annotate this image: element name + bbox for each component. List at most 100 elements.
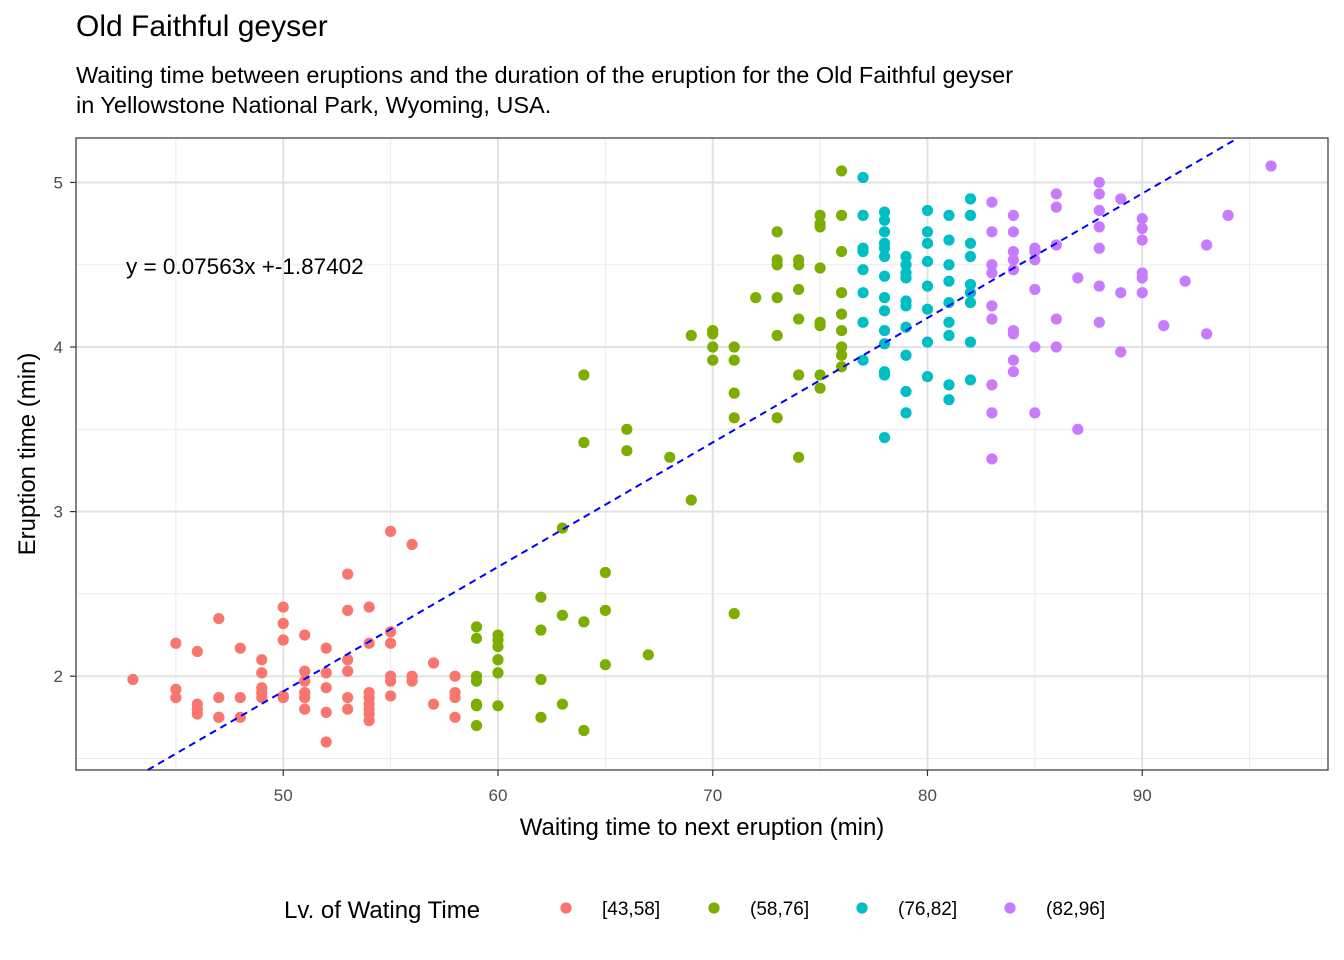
data-point-series-2 (814, 209, 826, 221)
data-point-series-4 (1072, 423, 1084, 435)
data-point-series-2 (707, 328, 719, 340)
data-point-series-1 (170, 683, 182, 695)
data-point-series-2 (835, 287, 848, 299)
data-point-series-4 (1007, 264, 1019, 276)
data-point-series-4 (986, 313, 998, 325)
data-point-series-2 (728, 387, 740, 399)
data-point-series-4 (1201, 239, 1213, 251)
data-point-series-2 (578, 369, 590, 381)
data-point-series-4 (986, 196, 998, 208)
data-point-series-2 (492, 700, 504, 712)
data-point-series-1 (385, 626, 397, 638)
data-point-series-4 (986, 226, 998, 238)
data-point-series-4 (986, 267, 998, 279)
data-point-series-2 (642, 649, 654, 661)
data-point-series-2 (771, 259, 783, 271)
data-point-series-2 (599, 659, 611, 671)
data-point-series-2 (470, 621, 483, 633)
data-point-series-2 (535, 673, 547, 686)
data-point-series-4 (1007, 245, 1019, 258)
data-point-series-1 (213, 612, 225, 625)
data-point-series-3 (878, 226, 891, 238)
data-point-series-2 (470, 700, 483, 712)
data-point-series-4 (1050, 239, 1062, 251)
data-point-series-3 (878, 305, 891, 317)
data-point-series-3 (943, 316, 955, 328)
data-point-series-2 (556, 698, 569, 710)
data-point-series-1 (256, 654, 268, 666)
data-point-series-2 (707, 354, 719, 366)
data-point-series-3 (900, 321, 912, 333)
data-point-series-2 (685, 329, 697, 342)
data-point-series-2 (814, 262, 826, 274)
data-point-series-1 (363, 715, 375, 727)
data-point-series-3 (943, 275, 955, 287)
data-point-series-2 (835, 341, 848, 353)
data-point-series-3 (878, 270, 891, 282)
data-point-series-1 (385, 675, 397, 687)
data-point-series-2 (470, 719, 483, 732)
data-point-series-4 (986, 453, 998, 465)
legend-key-1 (560, 902, 572, 914)
data-point-series-3 (943, 394, 955, 406)
chart-subtitle: Waiting time between eruptions and the d… (76, 60, 1326, 120)
data-point-series-2 (492, 640, 504, 653)
data-point-series-2 (707, 341, 719, 353)
data-point-series-2 (728, 354, 740, 366)
data-point-series-1 (342, 568, 354, 580)
data-point-series-1 (213, 691, 225, 704)
data-point-series-1 (406, 675, 418, 687)
data-point-series-2 (535, 711, 547, 723)
data-point-series-1 (256, 691, 268, 704)
data-point-series-3 (943, 234, 955, 246)
data-point-series-1 (256, 667, 268, 679)
data-point-series-1 (363, 637, 375, 649)
data-point-series-3 (878, 369, 891, 381)
data-point-series-1 (449, 711, 461, 723)
data-point-series-2 (835, 349, 848, 361)
data-point-series-4 (1115, 346, 1127, 358)
data-point-series-4 (1179, 275, 1191, 287)
data-point-series-3 (900, 259, 912, 271)
y-axis-title: Eruption time (min) (14, 353, 41, 556)
data-point-series-3 (900, 349, 912, 361)
y-tick-label: 3 (54, 503, 63, 522)
data-point-series-2 (728, 341, 740, 353)
data-point-series-2 (664, 451, 676, 463)
x-tick-label: 80 (918, 786, 937, 805)
data-point-series-2 (814, 221, 826, 233)
data-point-series-1 (234, 691, 246, 704)
data-point-series-2 (728, 608, 740, 620)
data-point-series-3 (857, 316, 869, 328)
data-point-series-3 (943, 296, 955, 309)
data-point-series-1 (320, 706, 332, 718)
data-point-series-1 (427, 657, 440, 669)
data-point-series-2 (835, 308, 848, 320)
data-point-series-3 (857, 209, 869, 221)
data-point-series-4 (1007, 366, 1019, 378)
data-point-series-2 (492, 667, 504, 679)
data-point-series-4 (986, 300, 998, 312)
x-axis-title: Waiting time to next eruption (min) (520, 814, 885, 841)
chart-title: Old Faithful geyser (76, 10, 328, 43)
data-point-series-3 (964, 278, 977, 291)
data-point-series-2 (814, 382, 826, 394)
data-point-series-3 (964, 193, 977, 205)
data-point-series-3 (857, 354, 869, 366)
x-tick-label: 60 (489, 786, 508, 805)
data-point-series-4 (1136, 222, 1148, 235)
data-point-series-4 (1115, 193, 1127, 205)
data-point-series-2 (793, 369, 805, 381)
data-point-series-1 (170, 637, 182, 649)
data-point-series-3 (900, 407, 912, 419)
data-point-series-3 (921, 255, 934, 268)
data-point-series-1 (191, 708, 203, 720)
data-point-series-2 (835, 245, 848, 258)
data-point-series-3 (878, 206, 891, 218)
data-point-series-1 (213, 711, 225, 723)
data-point-series-1 (277, 617, 289, 630)
y-tick-label: 2 (54, 667, 63, 686)
data-point-series-4 (1115, 287, 1127, 299)
data-point-series-3 (964, 374, 977, 386)
